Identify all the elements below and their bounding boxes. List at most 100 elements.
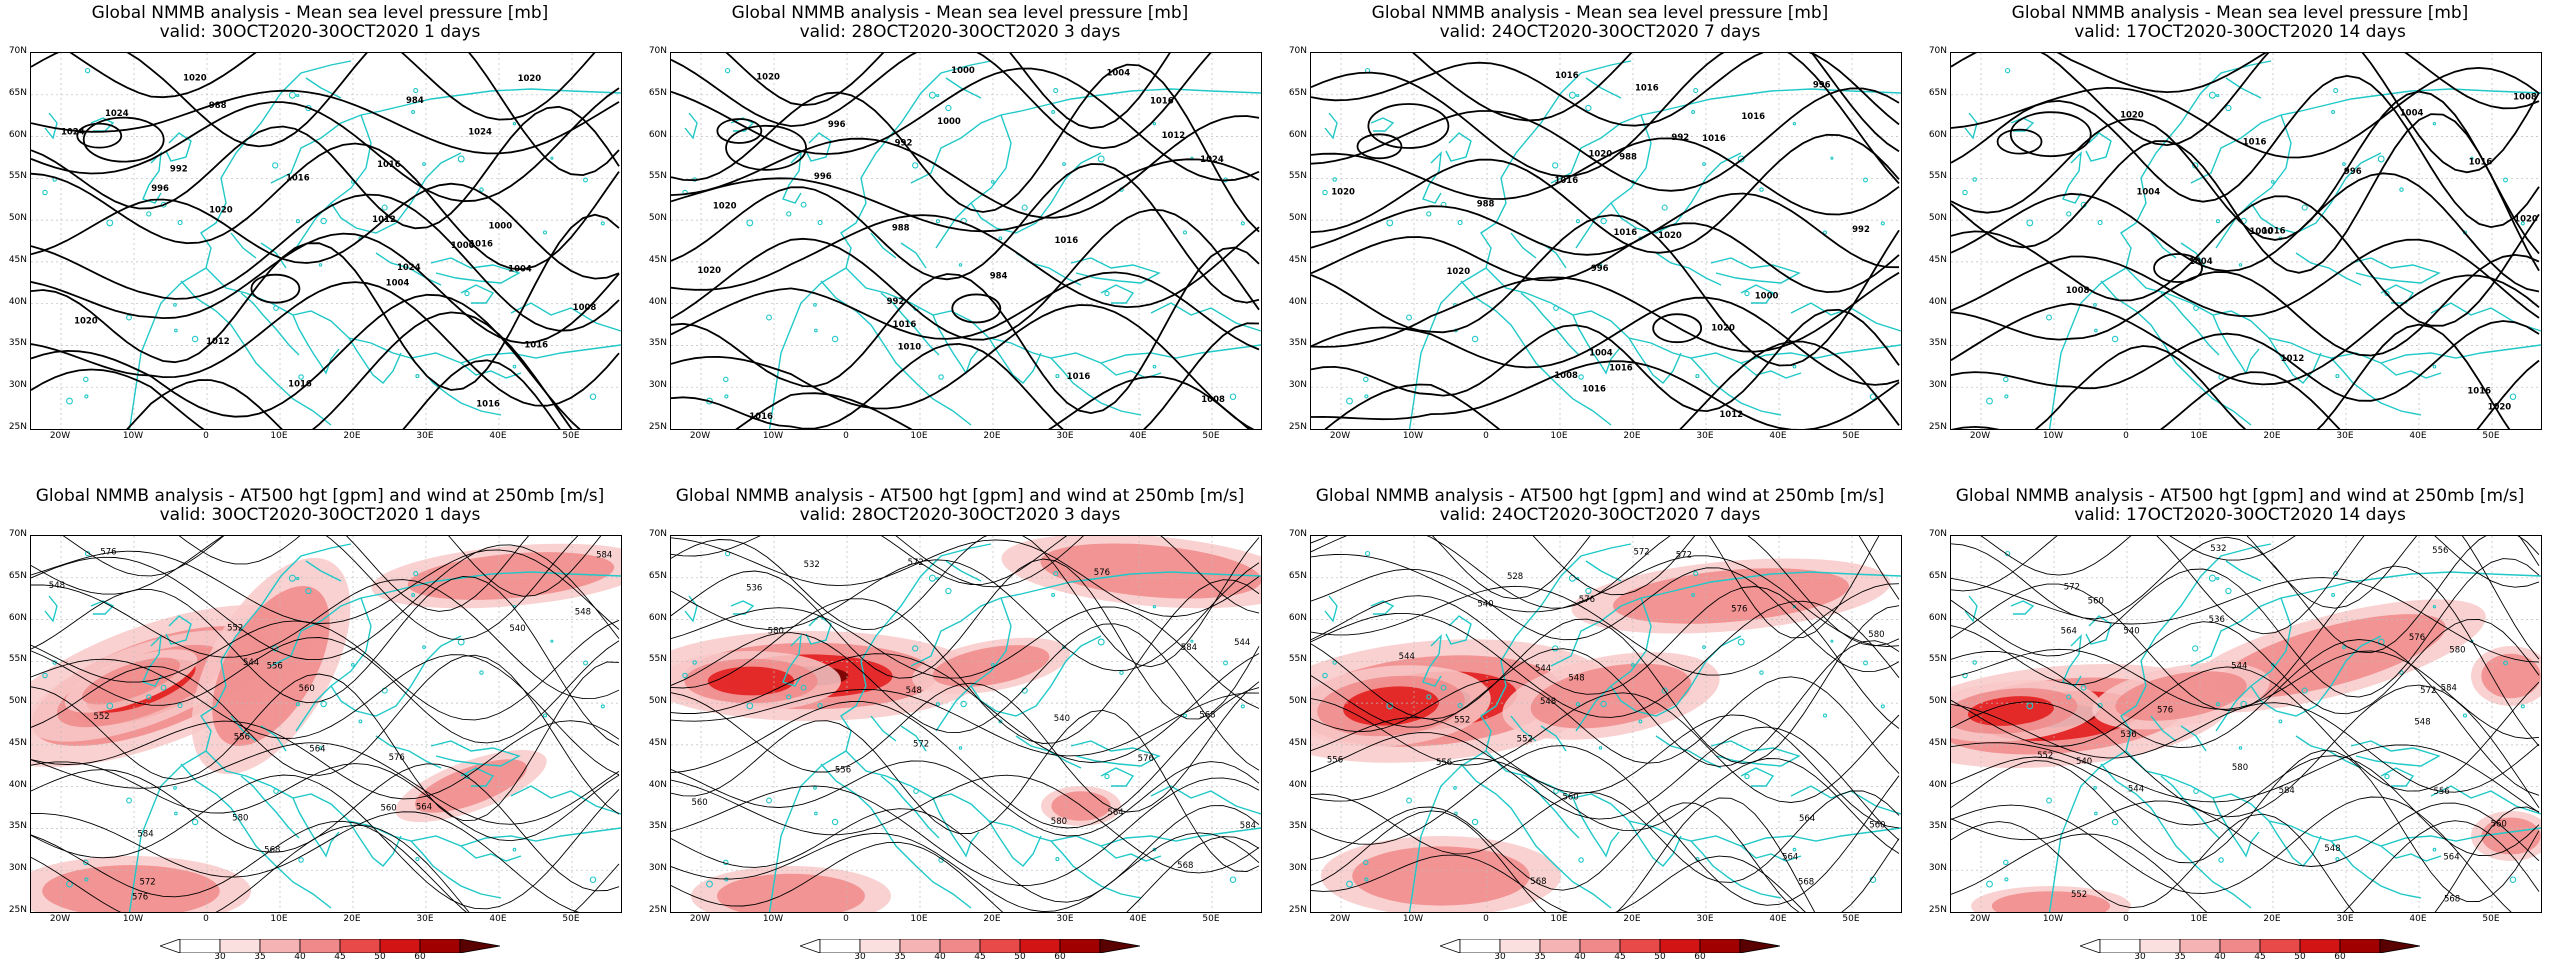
lat-tick-label: 65N [648,570,667,581]
contour-label: 1004 [1589,348,1613,358]
contour-label: 568 [1530,877,1546,887]
coastlines [44,60,621,429]
contour-label: 584 [596,551,612,561]
lat-tick-label: 60N [1928,129,1947,140]
map-panel: Global NMMB analysis - Mean sea level pr… [640,0,1280,470]
contour-label: 548 [2414,717,2430,727]
lon-tick-label: 50E [1202,914,1220,924]
colorbar-tick-label: 45 [2254,952,2266,962]
contour-label: 988 [892,223,910,233]
lon-tick-label: 40E [489,914,507,924]
contour-label: 540 [2076,757,2092,767]
contour-label: 1020 [713,202,737,212]
contour-label: 1008 [1201,395,1225,405]
contour-label: 564 [1782,852,1798,862]
lon-tick-label: 50E [562,431,580,441]
lon-tick-label: 20W [689,431,711,441]
contour-label: 1000 [937,117,961,127]
lon-tick-label: 10W [2042,431,2064,441]
contour-label: 1020 [1711,323,1735,333]
contour-label: 1020 [2120,111,2144,121]
lat-tick-label: 45N [8,254,27,265]
contour-label: 988 [1477,200,1495,210]
lat-tick-label: 65N [1288,87,1307,98]
lon-tick-label: 30E [2336,914,2354,924]
lat-tick-label: 35N [1288,821,1307,832]
contour-label: 1008 [573,303,597,313]
panel-valid-line: valid: 30OCT2020-30OCT2020 1 days [159,22,481,42]
contour-label: 1020 [756,72,780,82]
contour-label: 580 [232,814,248,824]
contour-label: 1008 [2066,286,2090,296]
coastlines [1964,60,2541,429]
contour-label: 1016 [469,240,493,250]
colorbar-tick-label: 35 [2174,952,2186,962]
lat-tick-label: 25N [1288,422,1307,432]
contour-lines [1951,53,2540,429]
coastlines [1324,60,1901,429]
contour-label: 1008 [1554,371,1578,381]
lon-tick-label: 10E [1550,431,1568,441]
lat-tick-label: 60N [1288,612,1307,623]
lon-tick-label: 20W [1969,431,1991,441]
colorbar-tick-label: 30 [2134,952,2146,962]
panel-title-line: Global NMMB analysis - AT500 hgt [gpm] a… [1315,486,1885,506]
lon-tick-label: 10E [910,914,928,924]
contour-lines [31,53,620,429]
lat-tick-label: 40N [1288,779,1307,790]
lat-tick-label: 40N [8,779,27,790]
contour-lines [671,536,1260,912]
graticule [1951,53,2541,429]
contour-label: 1016 [1613,228,1637,238]
lat-tick-label: 60N [8,612,27,623]
panel-title-line: Global NMMB analysis - AT500 hgt [gpm] a… [1955,486,2525,506]
contour-label: 1016 [1702,134,1726,144]
graticule [31,536,621,912]
panel-valid-line: valid: 24OCT2020-30OCT2020 7 days [1439,505,1761,525]
contour-label: 996 [151,184,169,194]
lat-tick-label: 45N [648,737,667,748]
contour-label: 584 [1181,643,1197,653]
map-svg: 532 536 540 544 548 552 556 560 564 568 572 576 580 5… [1951,536,2541,912]
lon-tick-label: 10W [122,431,144,441]
lon-tick-label: 0 [203,914,209,924]
lon-tick-label: 20W [1329,431,1351,441]
contour-label: 1016 [286,174,310,184]
lat-tick-label: 50N [648,213,667,224]
lon-tick-label: 20E [2263,914,2281,924]
contour-label: 544 [2231,661,2247,671]
contour-label: 552 [1454,716,1470,726]
colorbar: 30 35 40 45 50 60 [2080,939,2420,965]
lat-tick-label: 30N [648,863,667,874]
contour-label: 564 [416,803,432,813]
contour-label: 576 [1094,568,1110,578]
colorbar-tick-label: 60 [1694,952,1706,962]
lon-tick-label: 20W [689,914,711,924]
lon-tick-label: 0 [1483,431,1489,441]
lon-tick-label: 40E [1129,431,1147,441]
lat-tick-label: 35N [8,338,27,349]
contour-label: 564 [2443,853,2459,863]
contour-label: 560 [2088,597,2104,607]
lat-tick-label: 25N [648,422,667,432]
lat-tick-label: 35N [1928,338,1947,349]
contour-lines [671,53,1260,429]
lat-tick-label: 70N [8,529,27,539]
colorbar-tick-label: 60 [2334,952,2346,962]
contour-label: 548 [1540,697,1556,707]
contour-label: 1016 [2469,157,2493,167]
lat-tick-label: 60N [648,129,667,140]
contour-label: 988 [1619,153,1637,163]
lat-tick-label: 65N [1288,570,1307,581]
lon-tick-label: 30E [416,431,434,441]
contour-label: 548 [1568,674,1584,684]
lat-tick-label: 40N [1928,296,1947,307]
contour-label: 1020 [1658,231,1682,241]
colorbar-svg [160,939,500,953]
contour-label: 556 [1327,756,1343,766]
lon-tick-label: 20E [983,914,1001,924]
colorbar-tick-label: 30 [854,952,866,962]
contour-label: 568 [264,845,280,855]
contour-label: 544 [1535,664,1551,674]
lat-tick-label: 35N [1928,821,1947,832]
